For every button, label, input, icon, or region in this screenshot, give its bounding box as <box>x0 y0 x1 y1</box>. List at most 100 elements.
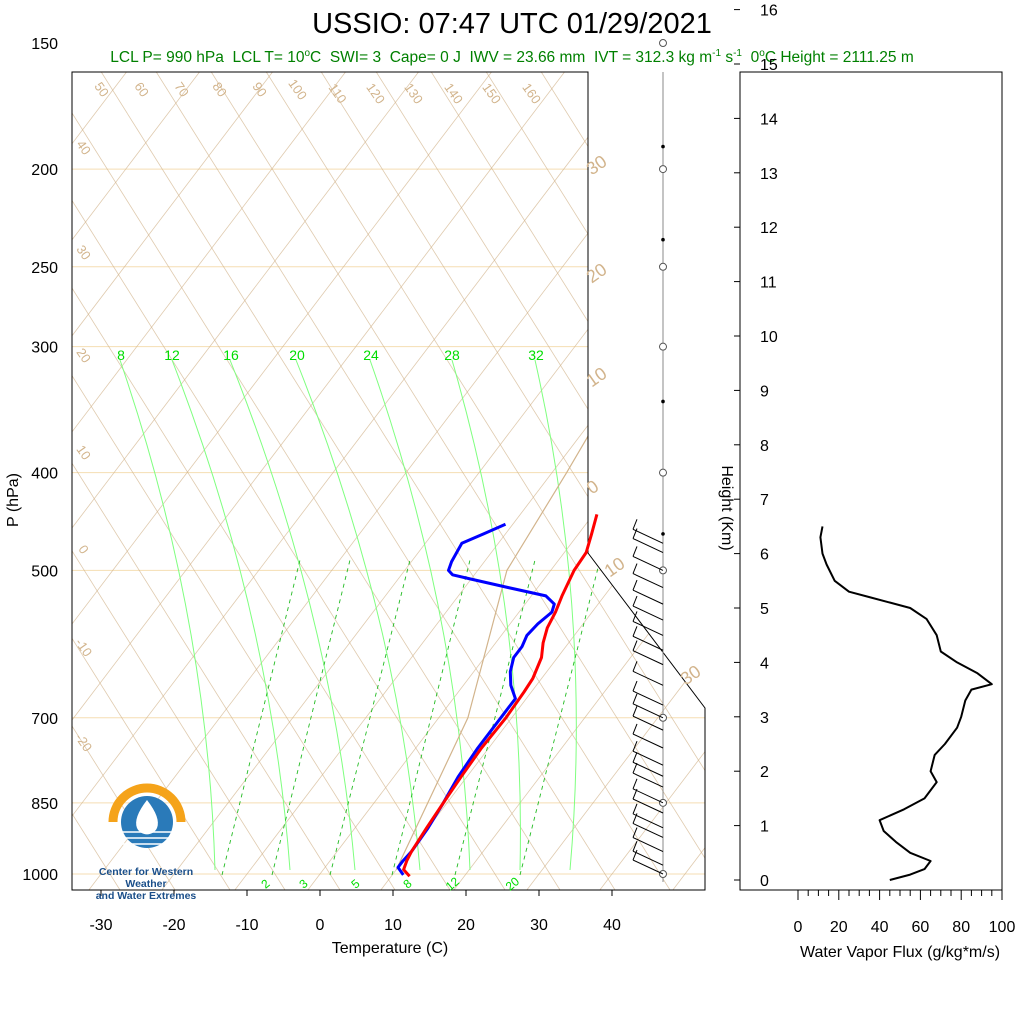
adiabat-label: 60 <box>131 79 152 99</box>
dry-adiabat-line <box>369 72 705 890</box>
height-tick-label: 0 <box>760 873 769 890</box>
freezing-level: 0oC Height = 2111.25 m <box>750 48 914 67</box>
height-tick-label: 12 <box>760 220 778 237</box>
pressure-axis-label: P (hPa) <box>5 473 22 527</box>
isotherm-line <box>157 72 705 890</box>
wind-barb <box>632 573 664 589</box>
adiabat-label: 140 <box>441 80 466 106</box>
pressure-tick-label: 1000 <box>22 867 58 884</box>
wind-barb <box>632 670 664 686</box>
wind-barb <box>632 837 664 852</box>
dry-adiabat-line <box>589 72 705 890</box>
barb-calm-circle <box>659 165 667 174</box>
pressure-tick-label: 250 <box>31 260 58 277</box>
height-tick-label: 2 <box>760 764 769 781</box>
temperature-tick-label: -10 <box>235 917 258 934</box>
isotherm-line <box>449 72 705 890</box>
dry-adiabat-line <box>534 72 705 890</box>
skew-t-border <box>71 71 706 891</box>
wind-barb-flag <box>632 519 638 530</box>
temperature-trace <box>402 514 599 878</box>
adiabat-label: 20 <box>73 345 94 365</box>
dry-adiabat-line <box>72 72 396 890</box>
wind-barb-flag <box>632 705 638 717</box>
adiabat-label: 80 <box>209 79 230 99</box>
mixing-ratio-line <box>271 559 351 876</box>
adiabat-label-right: 10 <box>583 363 611 391</box>
adiabat-label: 70 <box>171 79 192 99</box>
adiabat-label: 160 <box>519 80 544 106</box>
moist-adiabat-line <box>229 359 356 871</box>
flux-tick-label: 80 <box>952 919 970 936</box>
height-tick-label: 6 <box>760 547 769 564</box>
height-tick-label: 16 <box>760 3 778 20</box>
adiabat-label-right: 30 <box>583 151 611 179</box>
mixing-ratio-label: 12 <box>164 347 180 363</box>
barb-dot <box>661 399 665 404</box>
dry-adiabat-line <box>204 72 705 890</box>
wind-barb <box>632 620 664 636</box>
dry-adiabat-line <box>72 72 341 890</box>
wind-barb <box>632 823 664 838</box>
temperature-tick-label: 0 <box>316 917 325 934</box>
height-tick-label: 1 <box>760 819 769 836</box>
wind-barb-flag <box>632 693 638 704</box>
wind-barb-flag <box>632 640 638 651</box>
wind-barb-flag <box>632 595 638 607</box>
height-tick-label: 14 <box>760 111 778 128</box>
flux-tick-label: 0 <box>794 919 803 936</box>
isotherm-line <box>376 72 705 890</box>
wind-barb <box>632 538 664 553</box>
adiabat-label: 130 <box>401 80 426 106</box>
flux-tick-label: 40 <box>871 919 889 936</box>
temperature-tick-label: 30 <box>530 917 548 934</box>
isotherm-line <box>72 72 705 890</box>
temperature-tick-label: 10 <box>384 917 402 934</box>
wind-barb-flag <box>632 579 638 591</box>
isotherm-line <box>595 72 705 890</box>
wind-barb <box>632 761 664 777</box>
dry-adiabat-line <box>149 72 671 890</box>
mixing-ratio-label: 12 <box>443 874 462 894</box>
mixing-ratio-label: 5 <box>348 876 362 891</box>
adiabat-label: 40 <box>73 137 94 157</box>
dry-adiabat-line <box>424 72 705 890</box>
wind-barb-flag <box>632 752 638 763</box>
adiabat-label-right: 30 <box>677 661 705 689</box>
pressure-tick-label: 150 <box>31 36 58 53</box>
wind-barb <box>632 850 664 866</box>
cw3e-logo <box>108 783 186 848</box>
adiabat-label: 100 <box>285 76 310 102</box>
height-tick-label: 11 <box>760 275 777 292</box>
flux-axis-label: Water Vapor Flux (g/kg*m/s) <box>800 944 1000 961</box>
adiabat-label: 30 <box>73 242 94 262</box>
moist-adiabat-line <box>369 359 471 871</box>
pressure-tick-label: 850 <box>31 796 58 813</box>
isotherm-line <box>72 72 705 890</box>
dry-adiabat-line <box>94 72 616 890</box>
mixing-ratio-line <box>519 559 601 876</box>
mixing-ratio-line <box>221 559 301 876</box>
isotherm-line <box>72 72 576 890</box>
height-tick-label: 10 <box>760 329 778 346</box>
barb-calm-circle <box>659 468 667 477</box>
height-tick-label: 5 <box>760 601 769 618</box>
lcl-temperature: LCL T= 10oC <box>232 48 322 67</box>
wind-barb-flag <box>632 740 638 752</box>
isotherm-line <box>72 72 357 890</box>
mixing-ratio-label: 8 <box>117 347 125 363</box>
wind-barb-flag <box>632 626 638 637</box>
logo-text: Center for Western Weather and Water Extr… <box>95 866 197 902</box>
wind-barb <box>632 715 664 731</box>
isotherm-line <box>84 72 705 890</box>
isotherm-line <box>72 72 284 890</box>
wind-barb <box>632 528 664 544</box>
wind-barb-flag <box>632 840 638 852</box>
isotherm-line <box>668 72 705 890</box>
temperature-tick-label: 40 <box>603 917 621 934</box>
wind-barb <box>632 555 664 571</box>
pressure-tick-label: 400 <box>31 466 58 483</box>
dry-adiabat-line <box>314 72 705 890</box>
height-tick-label: 4 <box>760 655 769 672</box>
